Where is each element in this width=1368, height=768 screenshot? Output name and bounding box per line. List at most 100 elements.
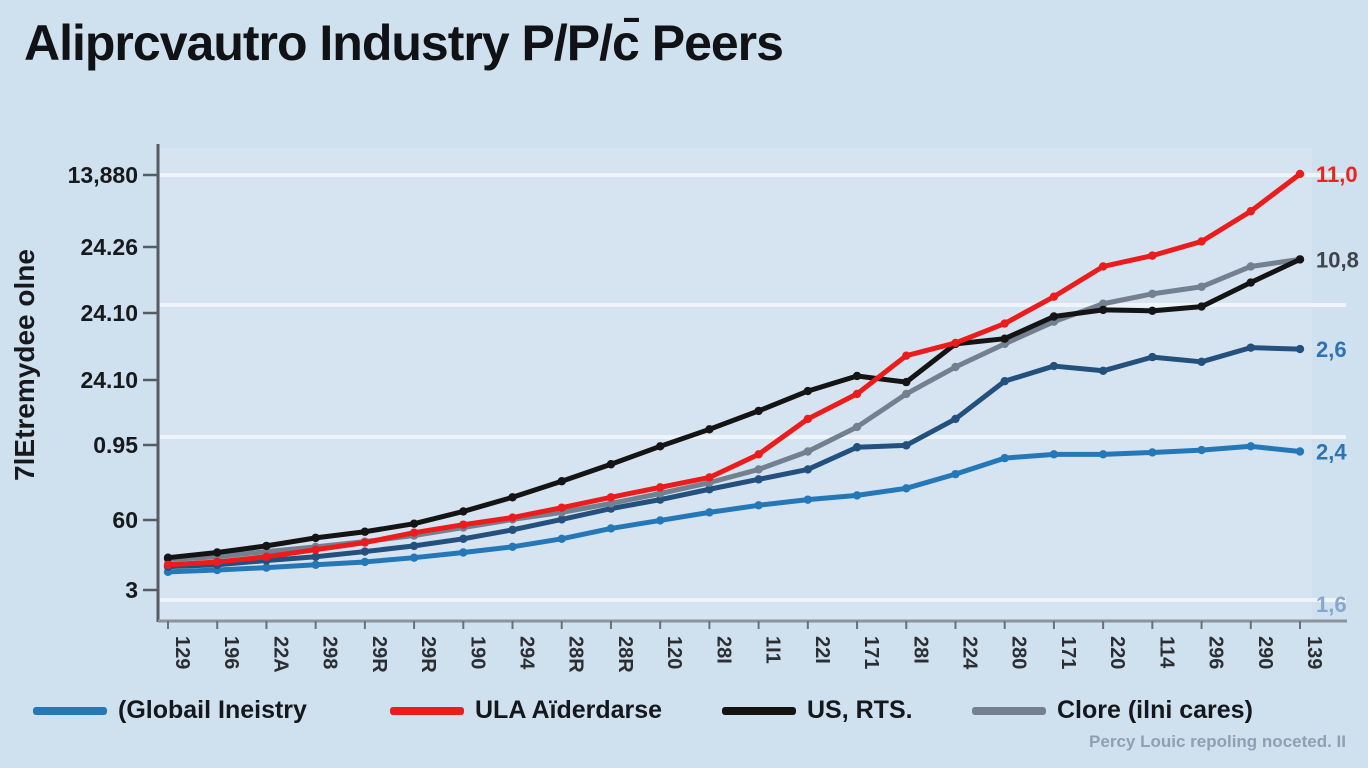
- series-marker: [1197, 445, 1206, 455]
- x-tick-label: 298: [319, 636, 341, 669]
- series-marker: [311, 545, 320, 554]
- series-marker: [1000, 319, 1009, 328]
- series-marker: [754, 450, 763, 459]
- series-marker: [1246, 442, 1255, 451]
- series-marker: [951, 338, 960, 348]
- series-line--globail-ineistry: [165, 443, 1303, 575]
- series-marker: [655, 489, 665, 498]
- x-tick-label: 139: [1303, 636, 1325, 669]
- series-marker: [557, 534, 566, 544]
- series-marker: [1295, 255, 1305, 264]
- series-marker: [557, 515, 566, 524]
- series-marker: [360, 557, 370, 567]
- y-axis-title: 7lEtremydee olne: [9, 249, 40, 481]
- x-tick-label: 224: [958, 636, 980, 670]
- y-tick-label: 24.10: [80, 367, 138, 393]
- x-tick-label: 280: [1008, 636, 1030, 669]
- series-marker: [655, 516, 665, 525]
- page-title: Aliprcvautro Industry P/P/c̄ Peers: [24, 15, 784, 71]
- series-marker: [163, 553, 173, 562]
- series-marker: [902, 441, 911, 450]
- series-marker: [754, 465, 763, 474]
- series-marker: [213, 548, 222, 557]
- series-marker: [1246, 278, 1255, 287]
- series-marker: [311, 552, 320, 561]
- y-tick-label: 3: [125, 577, 138, 603]
- series-marker: [1000, 453, 1009, 463]
- series-marker: [1246, 262, 1255, 271]
- y-tick-label: 24.26: [80, 234, 138, 260]
- series-marker: [655, 495, 665, 504]
- x-tick-label: 171: [1057, 636, 1079, 669]
- series-marker: [1197, 357, 1206, 367]
- x-tick-label: 1I1: [762, 636, 784, 664]
- series-marker: [262, 552, 271, 561]
- series-marker: [213, 557, 222, 567]
- series-marker: [360, 527, 370, 536]
- series-marker: [803, 495, 813, 504]
- x-tick-label: 29R: [417, 636, 439, 673]
- series-marker: [1098, 366, 1108, 375]
- series-marker: [557, 477, 566, 486]
- y-tick-label: 13,880: [68, 162, 138, 188]
- series-marker: [902, 389, 911, 399]
- series-marker: [459, 534, 468, 544]
- series-marker: [1197, 282, 1206, 291]
- series-marker: [508, 513, 517, 522]
- series-marker: [1000, 376, 1009, 386]
- series-marker: [1295, 447, 1305, 456]
- x-tick-label: 296: [1205, 636, 1227, 669]
- series-marker: [803, 414, 813, 424]
- series-marker: [803, 386, 813, 396]
- series-marker: [902, 377, 911, 387]
- series-marker: [409, 528, 419, 537]
- series-marker: [311, 533, 320, 543]
- series-marker: [262, 563, 271, 572]
- series-marker: [655, 483, 665, 492]
- x-tick-label: 22A: [269, 636, 291, 673]
- series-marker: [508, 542, 517, 552]
- y-tick-label: 24.10: [80, 300, 138, 326]
- x-tick-label: 28I: [909, 636, 931, 664]
- series-end-label: 11,0: [1316, 162, 1358, 187]
- x-tick-label: 120: [663, 636, 685, 669]
- series-marker: [1000, 334, 1009, 343]
- series-marker: [1148, 289, 1157, 299]
- series-marker: [1049, 450, 1059, 459]
- series-marker: [754, 406, 763, 416]
- series-marker: [1148, 448, 1157, 457]
- series-end-label: 2,6: [1316, 337, 1347, 362]
- series-marker: [606, 460, 616, 469]
- series-end-label: 2,4: [1316, 439, 1347, 464]
- series-marker: [1098, 305, 1108, 315]
- series-marker: [409, 519, 419, 528]
- x-tick-label: 294: [516, 636, 538, 670]
- series-marker: [557, 503, 566, 512]
- series-marker: [262, 541, 271, 551]
- series-end-label: 1,6: [1316, 592, 1347, 617]
- series-marker: [1049, 292, 1059, 301]
- series-marker: [803, 465, 813, 474]
- y-tick-label: 0.95: [93, 432, 138, 458]
- series-marker: [1148, 306, 1157, 316]
- x-tick-label: 29R: [368, 636, 390, 673]
- series-marker: [409, 553, 419, 562]
- series-marker: [852, 443, 862, 452]
- series-marker: [902, 484, 911, 493]
- x-tick-label: 28I: [712, 636, 734, 664]
- x-tick-label: 196: [220, 636, 242, 669]
- footnote: Percy Louic repoling noceted. II: [1089, 732, 1346, 751]
- series-line-ula-a-derdarse: [165, 171, 1303, 568]
- x-tick-label: 28R: [614, 636, 636, 673]
- series-marker: [705, 485, 714, 494]
- series-marker: [1049, 312, 1059, 321]
- series-marker: [360, 538, 370, 547]
- x-tick-label: 129: [171, 636, 193, 669]
- series-marker: [459, 548, 468, 557]
- series-marker: [508, 525, 517, 535]
- series-marker: [1246, 343, 1255, 352]
- series-marker: [902, 351, 911, 360]
- series-marker: [508, 493, 517, 502]
- series-marker: [951, 469, 960, 479]
